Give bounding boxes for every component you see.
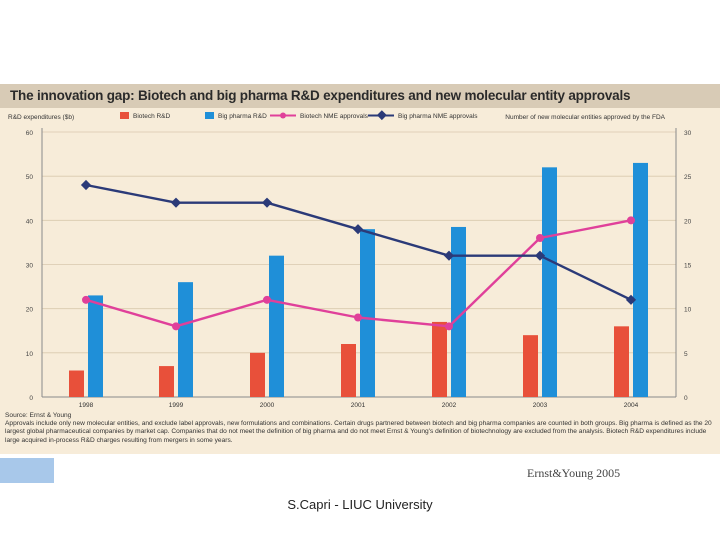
chart-title-bar [0,84,720,108]
point-biotech-nme-2002 [445,322,453,331]
left-axis-title: R&D expenditures ($b) [8,114,74,121]
right-axis-title: Number of new molecular entities approve… [505,114,665,121]
left-tick-label: 30 [26,263,34,270]
left-tick-label: 50 [26,174,34,181]
bar-biotech-rd-2000 [250,352,265,397]
bar-biotech-rd-2001 [341,344,356,397]
x-tick-label: 2000 [260,402,275,409]
point-biotech-nme-1998 [82,295,90,304]
left-tick-label: 20 [26,307,34,314]
legend-label-biotech-nme: Biotech NME approvals [300,113,369,120]
point-big-pharma-nme-2000 [261,197,273,208]
bar-big-pharma-rd-2003 [542,167,557,397]
left-tick-label: 60 [26,130,34,137]
bar-big-pharma-rd-2004 [633,162,648,397]
legend-label-big-pharma-rd: Big pharma R&D [218,113,267,120]
slide-footer: S.Capri - LIUC University [287,497,433,512]
point-biotech-nme-1999 [172,322,180,331]
point-big-pharma-nme-1998 [80,179,92,191]
legend-label-biotech-rd: Biotech R&D [133,113,171,120]
point-big-pharma-nme-2002 [443,250,455,261]
x-tick-label: 2001 [351,402,366,409]
bar-big-pharma-rd-1998 [88,295,103,397]
right-tick-label: 15 [684,263,692,270]
point-biotech-nme-2001 [354,313,362,322]
left-tick-label: 0 [29,395,33,402]
right-tick-label: 0 [684,395,688,402]
bar-big-pharma-rd-2002 [451,226,466,397]
bar-biotech-rd-2003 [523,335,538,397]
point-biotech-nme-2000 [263,295,271,304]
bar-biotech-rd-2002 [432,321,447,397]
chart-notes: Source: Ernst & Young Approvals include … [5,412,715,445]
right-tick-label: 10 [684,307,692,314]
source-note: Source: Ernst & Young [5,412,72,419]
left-tick-label: 10 [26,351,34,358]
legend-swatch-biotech-rd [120,112,129,119]
right-tick-label: 25 [684,174,692,181]
right-tick-label: 5 [684,351,688,358]
x-tick-label: 2002 [442,402,457,409]
left-tick-label: 40 [26,218,34,225]
slide-accent-block [0,458,54,483]
legend-marker-big-pharma-nme [376,110,387,121]
bar-big-pharma-rd-1999 [178,282,193,397]
bar-biotech-rd-1999 [159,366,174,397]
bar-big-pharma-rd-2001 [360,229,375,397]
x-tick-label: 2003 [533,402,548,409]
x-tick-label: 1999 [169,402,184,409]
legend-marker-biotech-nme [280,112,286,119]
point-big-pharma-nme-1999 [170,197,182,208]
right-tick-label: 20 [684,218,692,225]
bar-biotech-rd-2004 [614,326,629,397]
credit-text: Ernst&Young 2005 [527,466,621,480]
x-tick-label: 2004 [624,402,639,409]
x-tick-label: 1998 [79,402,94,409]
right-tick-label: 30 [684,130,692,137]
legend-label-big-pharma-nme: Big pharma NME approvals [398,113,478,120]
point-biotech-nme-2003 [536,234,544,242]
legend-swatch-big-pharma-rd [205,112,214,119]
bar-big-pharma-rd-2000 [269,255,284,397]
methodology-note: Approvals include only new molecular ent… [5,420,712,444]
point-biotech-nme-2004 [627,216,635,225]
chart-title: The innovation gap: Biotech and big phar… [10,88,631,103]
bar-biotech-rd-1998 [69,370,84,397]
point-big-pharma-nme-2004 [625,294,637,305]
